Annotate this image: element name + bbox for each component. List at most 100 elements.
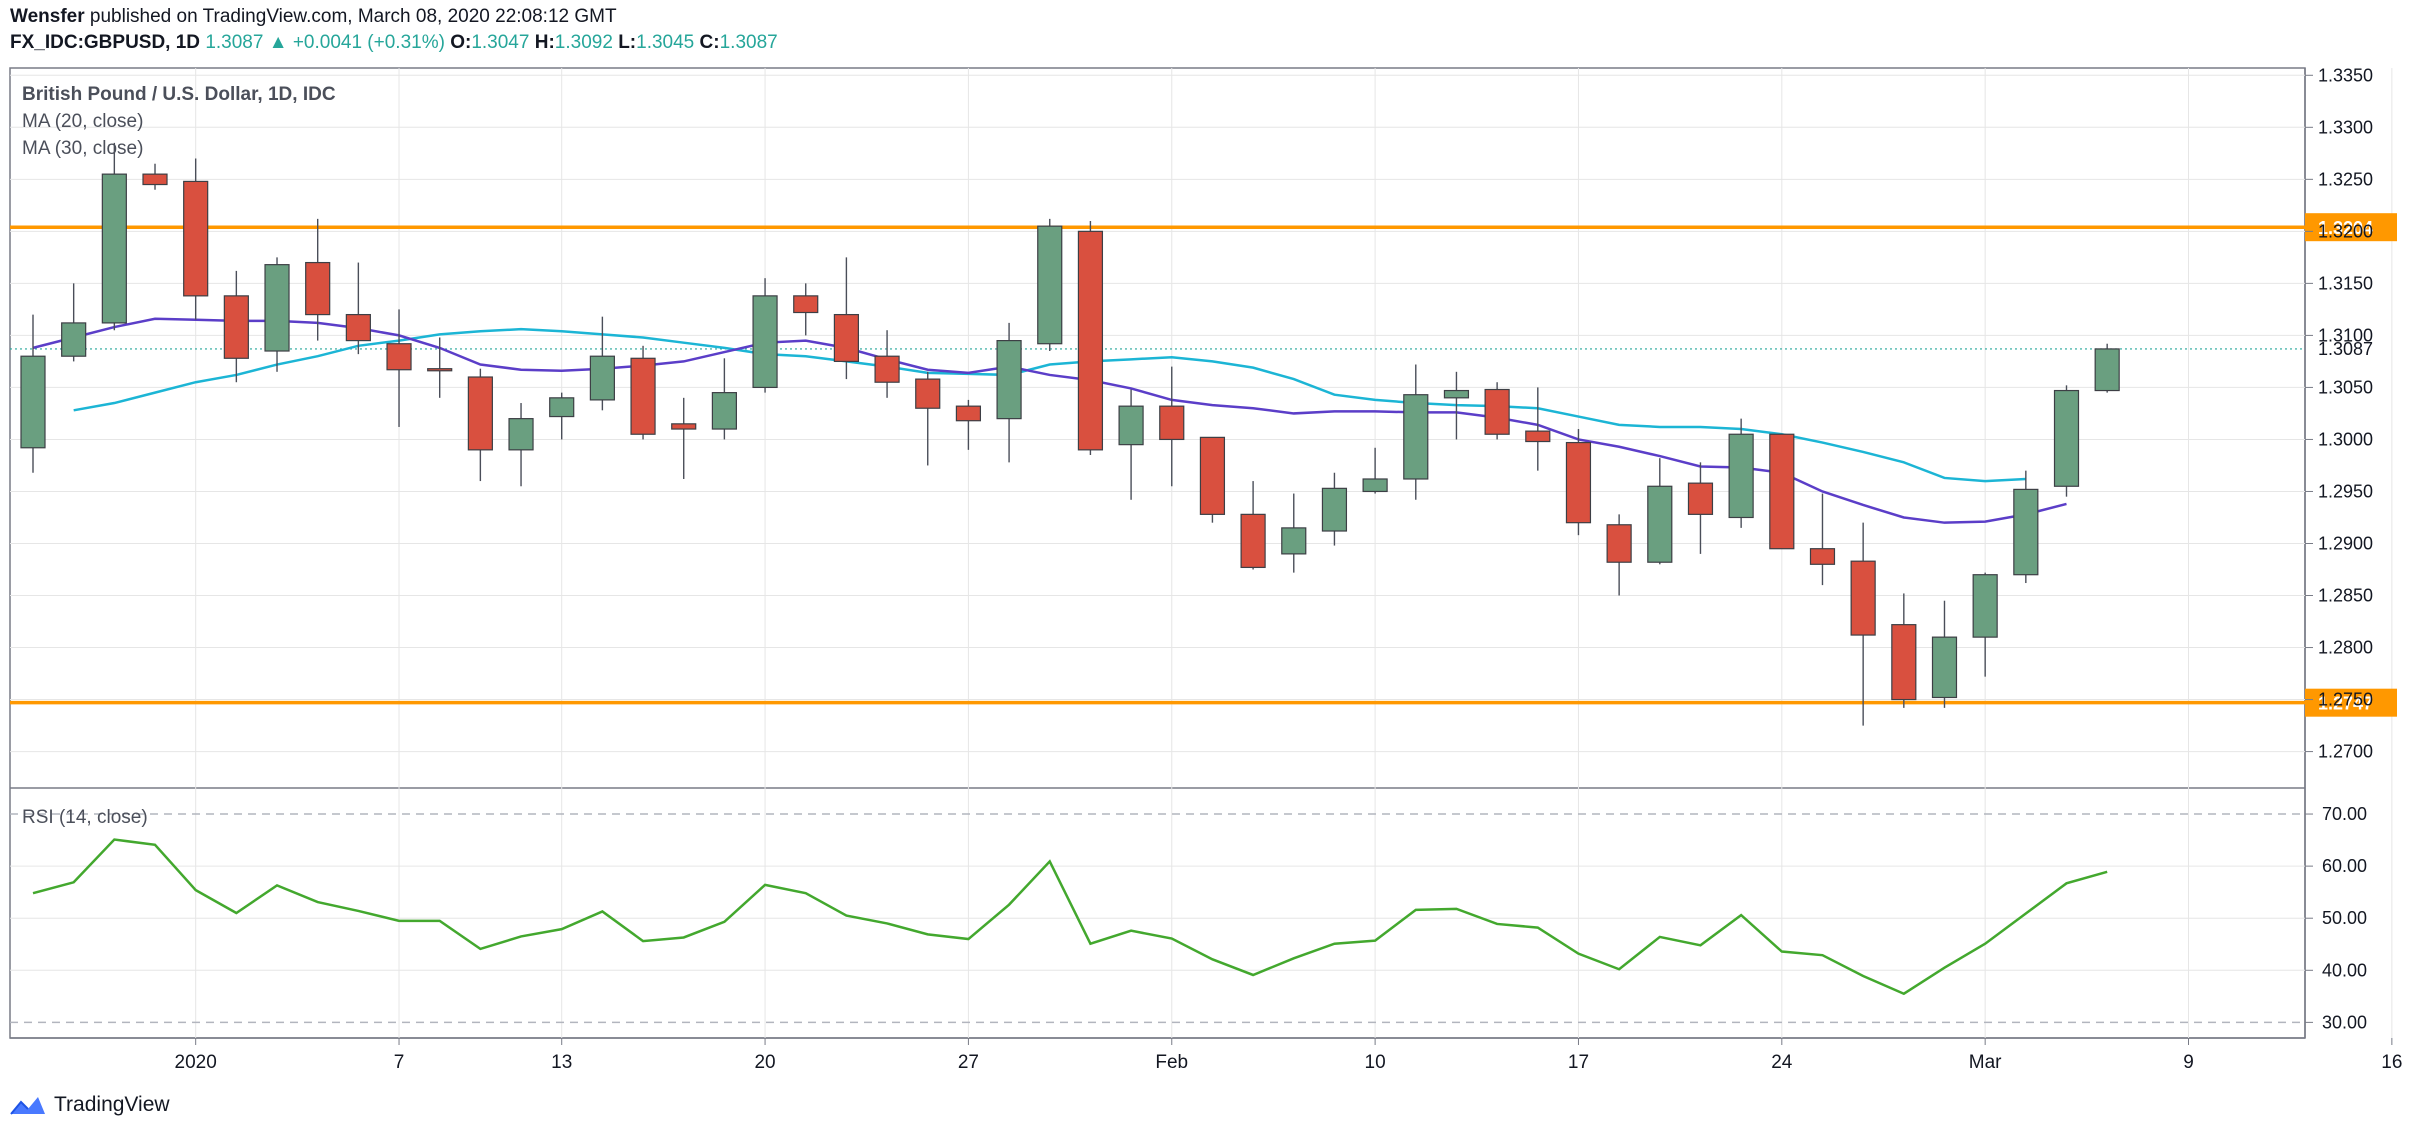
candle-body <box>1647 485 1673 563</box>
time-tick-label: 27 <box>958 1052 979 1073</box>
rsi-tick-label: 70.00 <box>2322 804 2367 824</box>
candle-body <box>1769 433 1795 550</box>
time-tick-label: 7 <box>394 1052 405 1073</box>
level-price-tag <box>2305 688 2397 717</box>
candle-body <box>1809 548 1836 565</box>
candle-body <box>2013 488 2039 576</box>
candle-body <box>508 418 534 451</box>
candle-body <box>467 376 493 451</box>
rsi-tick-label: 40.00 <box>2322 960 2367 980</box>
candle-body <box>1972 574 1998 638</box>
ma20-legend[interactable]: MA (20, close) <box>22 111 143 132</box>
rsi-tick-label: 50.00 <box>2322 908 2367 928</box>
ma30-legend[interactable]: MA (30, close) <box>22 138 143 159</box>
open-label: O: <box>450 32 472 53</box>
candle-body <box>142 173 168 186</box>
chart-title: British Pound / U.S. Dollar, 1D, IDC <box>22 84 336 105</box>
price-tick-label: 1.3000 <box>2318 429 2373 449</box>
candle-body <box>630 357 656 435</box>
level-price-tag <box>2305 213 2397 242</box>
price-tick-label: 1.2900 <box>2318 533 2373 553</box>
price-tick-label: 1.3050 <box>2318 377 2373 397</box>
price-tick-label: 1.2850 <box>2318 586 2373 606</box>
price-tick-label: 1.2700 <box>2318 742 2373 762</box>
high-value: 1.3092 <box>554 32 613 53</box>
time-tick-label: Mar <box>1969 1052 2002 1073</box>
low-label: L: <box>618 32 637 53</box>
close-value: 1.3087 <box>719 32 778 53</box>
price-tick-label: 1.3300 <box>2318 117 2373 137</box>
price-tick-label: 1.2950 <box>2318 481 2373 501</box>
candle-body <box>101 173 127 324</box>
high-label: H: <box>534 32 555 53</box>
candle-body <box>20 355 46 449</box>
rsi-legend[interactable]: RSI (14, close) <box>22 807 148 828</box>
footer[interactable]: TradingView <box>8 1093 170 1117</box>
time-tick-label: 2020 <box>175 1052 217 1073</box>
price-change: +0.0041 (+0.31%) <box>292 32 445 53</box>
publisher-name: Wensfer <box>10 6 85 27</box>
candle-body <box>1281 527 1307 555</box>
open-value: 1.3047 <box>471 32 530 53</box>
candle-body <box>1321 487 1348 532</box>
candle-body <box>874 355 900 383</box>
candle-body <box>61 322 87 357</box>
candle-body <box>1606 524 1632 563</box>
time-tick-label: 10 <box>1365 1052 1386 1073</box>
ohlc-header: FX_IDC:GBPUSD, 1D 1.3087 ▲ +0.0041 (+0.3… <box>10 32 778 54</box>
last-price: 1.3087 <box>205 32 264 53</box>
candle-body <box>833 313 860 363</box>
candle-body <box>589 355 615 401</box>
candle-body <box>386 343 412 371</box>
candle-body <box>1443 389 1470 399</box>
price-tick-label: 1.3150 <box>2318 273 2373 293</box>
candle-body <box>183 180 209 297</box>
publish-info: Wensfer published on TradingView.com, Ma… <box>10 6 617 28</box>
candle-body <box>793 295 819 314</box>
price-tick-label: 1.3250 <box>2318 169 2373 189</box>
candle-body <box>305 261 331 316</box>
level-price-label: 1.2747 <box>2318 694 2373 714</box>
candle-body <box>711 392 737 430</box>
candle-body <box>1240 513 1266 569</box>
candle-body <box>1159 405 1185 441</box>
rsi-line <box>32 838 2108 996</box>
candle-body <box>223 295 249 359</box>
candle-body <box>1118 405 1144 446</box>
candle-body <box>1891 624 1917 701</box>
candle-body <box>1037 225 1063 345</box>
time-tick-label: 20 <box>754 1052 775 1073</box>
candle-body <box>1199 436 1226 515</box>
rsi-tick-label: 60.00 <box>2322 856 2367 876</box>
time-tick-label: 24 <box>1771 1052 1793 1073</box>
candle-body <box>1565 441 1592 524</box>
price-tick-label: 1.3350 <box>2318 65 2373 85</box>
time-tick-label: Feb <box>1155 1052 1188 1073</box>
candle-body <box>1687 482 1714 515</box>
time-tick-label: 16 <box>2381 1052 2402 1073</box>
candle-body <box>2053 389 2080 487</box>
time-tick-label: 13 <box>551 1052 572 1073</box>
candle-body <box>345 313 371 342</box>
candle-body <box>264 264 290 352</box>
time-tick-label: 17 <box>1568 1052 1589 1073</box>
candle-body <box>1362 478 1388 493</box>
price-tick-label: 1.3100 <box>2318 325 2373 345</box>
candle-body <box>996 340 1022 420</box>
candle-body <box>752 295 778 389</box>
candle-body <box>1728 433 1754 519</box>
symbol-label: FX_IDC:GBPUSD, 1D <box>10 32 201 53</box>
publish-text: published on TradingView.com, March 08, … <box>89 6 617 27</box>
price-tick-label: 1.2800 <box>2318 638 2373 658</box>
candle-body <box>1850 560 1876 636</box>
tradingview-cloud-icon <box>10 1097 45 1115</box>
up-triangle-icon: ▲ <box>268 32 288 53</box>
candle-body <box>1403 394 1429 480</box>
ma30-line <box>32 317 2067 524</box>
candle-body <box>671 423 697 430</box>
last-price-label: 1.3087 <box>2318 339 2373 359</box>
candle-body <box>1484 388 1510 435</box>
candle-body <box>549 397 575 418</box>
price-tick-label: 1.2750 <box>2318 690 2373 710</box>
